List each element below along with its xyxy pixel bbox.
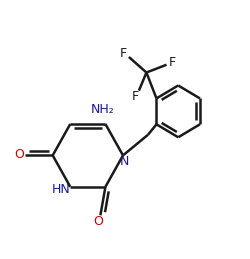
Text: HN: HN — [52, 183, 70, 196]
Text: N: N — [119, 155, 128, 168]
Text: F: F — [119, 47, 126, 60]
Text: NH₂: NH₂ — [91, 103, 114, 116]
Text: F: F — [168, 56, 175, 69]
Text: O: O — [14, 148, 24, 161]
Text: O: O — [92, 215, 102, 228]
Text: F: F — [131, 90, 138, 103]
